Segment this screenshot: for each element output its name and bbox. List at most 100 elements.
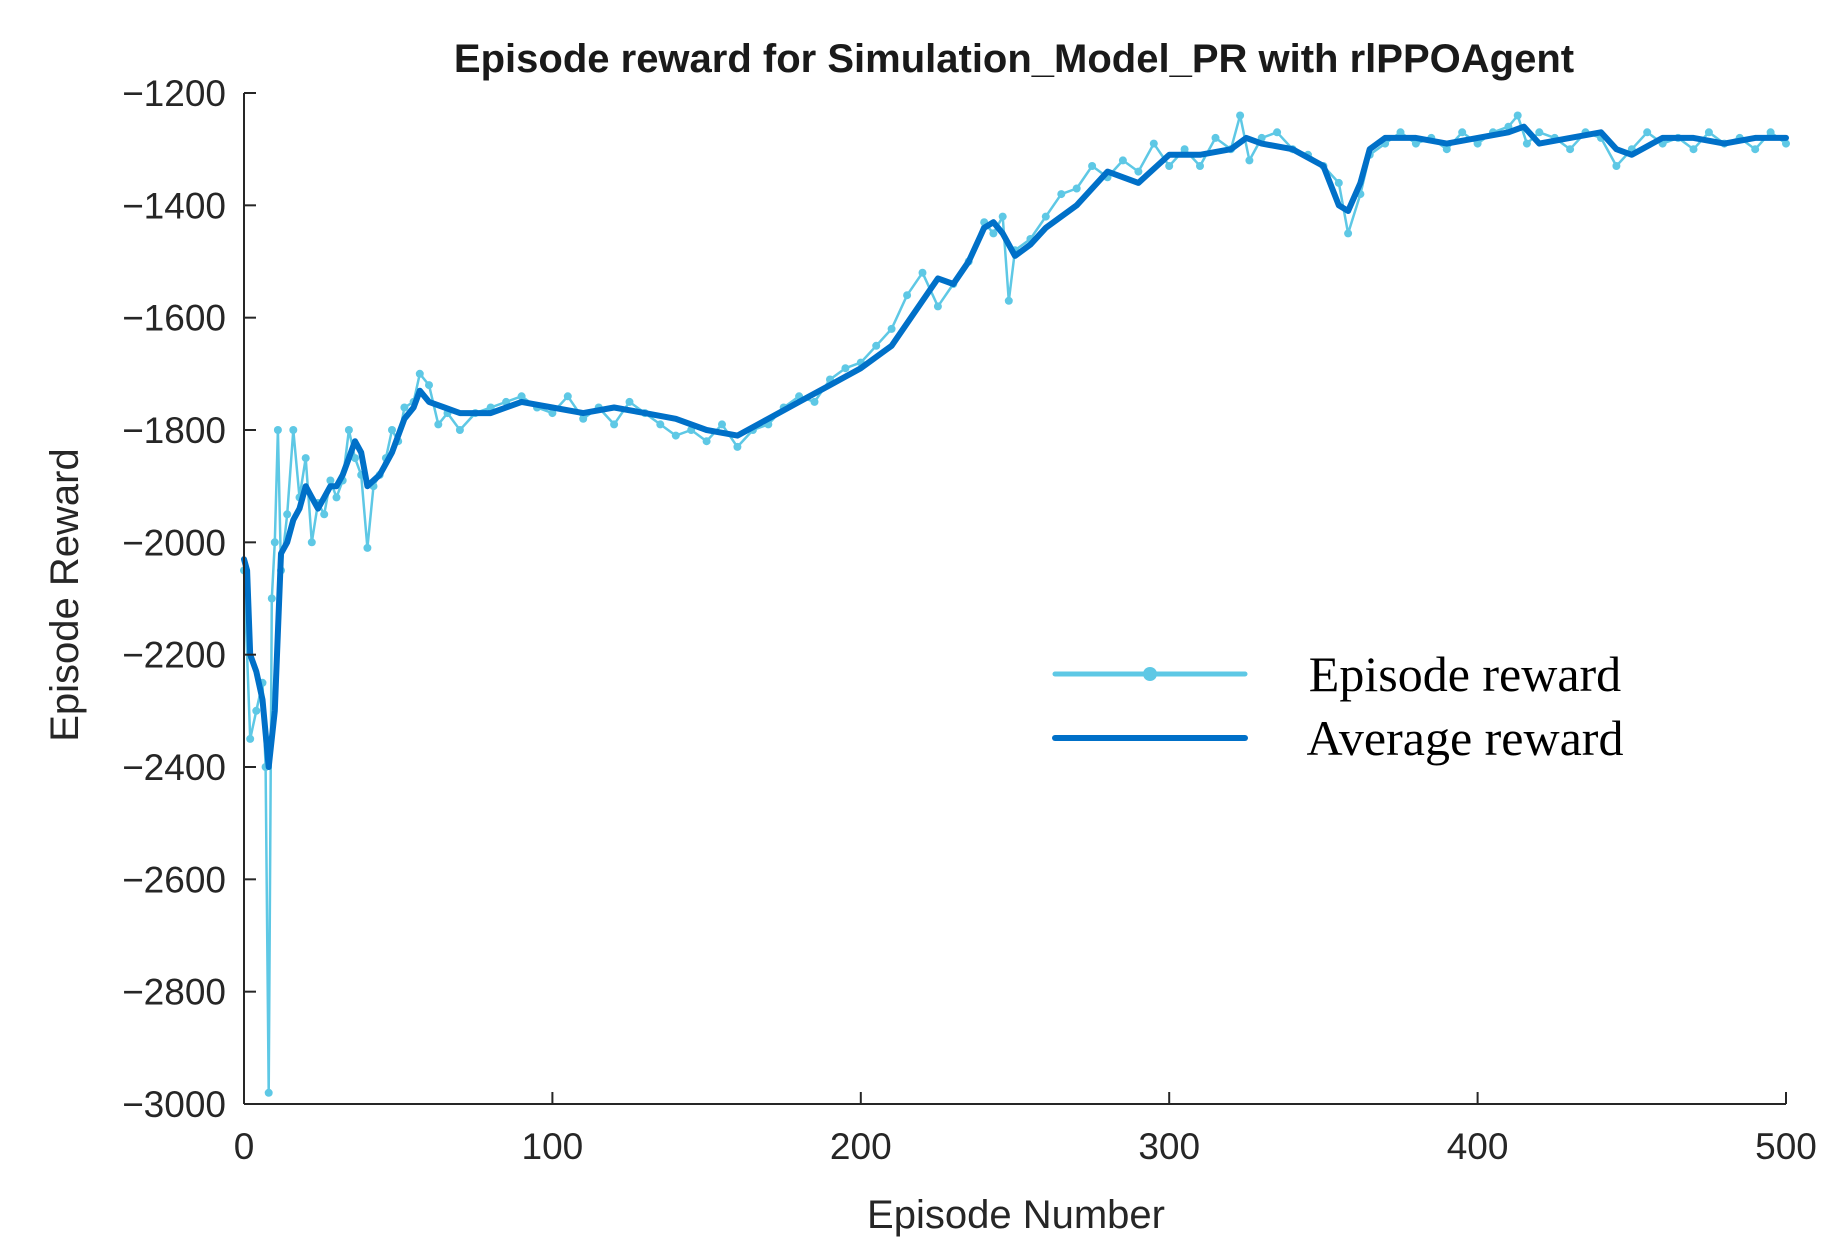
data-point — [1134, 167, 1143, 176]
legend-label: Episode reward — [1309, 646, 1621, 702]
y-tick-label: −1600 — [122, 298, 226, 339]
data-point — [610, 420, 619, 429]
y-tick-label: −1400 — [122, 185, 226, 226]
data-point — [810, 397, 819, 406]
data-point — [252, 706, 261, 715]
y-tick-label: −2200 — [122, 635, 226, 676]
legend-marker — [1143, 667, 1157, 681]
data-point — [671, 431, 680, 440]
data-point — [656, 420, 665, 429]
x-tick-label: 0 — [234, 1126, 255, 1167]
data-point — [455, 426, 464, 434]
data-point — [933, 302, 942, 311]
data-point — [1344, 229, 1353, 238]
data-point — [1072, 184, 1081, 193]
data-point — [989, 229, 998, 238]
data-point — [1566, 145, 1575, 154]
x-tick-label: 100 — [522, 1126, 584, 1167]
data-point — [1704, 128, 1713, 137]
data-point — [1396, 128, 1405, 137]
x-tick-label: 300 — [1138, 1126, 1200, 1167]
data-point — [1180, 145, 1189, 154]
data-point — [718, 420, 726, 429]
data-point — [344, 426, 353, 434]
data-point — [1643, 128, 1652, 137]
y-tick-label: −2600 — [122, 859, 226, 900]
data-point — [1088, 162, 1097, 170]
data-point — [1535, 128, 1544, 137]
data-point — [1442, 145, 1451, 154]
data-point — [320, 510, 329, 519]
x-tick-label: 200 — [830, 1126, 892, 1167]
legend: Episode reward Average reward — [1052, 646, 1624, 766]
data-point — [1522, 139, 1531, 148]
data-point — [1473, 139, 1482, 148]
data-point — [246, 734, 255, 743]
x-axis-label: Episode Number — [867, 1193, 1165, 1237]
data-point — [517, 392, 526, 401]
data-point — [918, 268, 927, 277]
series-line-average-reward — [241, 123, 1789, 770]
x-tick-label: 500 — [1755, 1126, 1817, 1167]
data-point — [1057, 190, 1066, 199]
legend-label: Average reward — [1307, 710, 1624, 766]
data-point — [400, 403, 409, 412]
data-point — [1211, 133, 1220, 142]
data-point — [903, 291, 912, 300]
data-point — [301, 454, 310, 463]
data-point — [425, 381, 433, 390]
data-point — [1782, 139, 1790, 148]
data-point — [283, 510, 292, 519]
data-point — [1165, 162, 1174, 170]
data-point — [1118, 156, 1127, 165]
data-point — [579, 414, 588, 423]
y-tick-label: −3000 — [122, 1084, 226, 1125]
data-point — [1689, 145, 1698, 154]
data-point — [326, 476, 335, 485]
y-axis-label: Episode Reward — [43, 448, 87, 742]
y-tick-label: −1800 — [122, 410, 226, 451]
data-point — [1513, 111, 1522, 120]
data-point — [363, 543, 372, 552]
data-point — [1236, 111, 1245, 120]
data-point — [264, 1088, 273, 1097]
data-point — [1612, 162, 1621, 170]
data-point — [267, 594, 276, 603]
data-point — [702, 437, 711, 446]
data-point — [270, 538, 279, 547]
data-point — [1149, 139, 1158, 148]
data-point — [1004, 296, 1013, 305]
data-point — [733, 442, 742, 451]
y-tick-label: −2000 — [122, 522, 226, 563]
data-point — [563, 392, 572, 401]
data-point — [1196, 162, 1204, 170]
data-point — [415, 369, 424, 378]
x-tick-label: 400 — [1447, 1126, 1509, 1167]
data-point — [998, 212, 1007, 221]
data-point — [1245, 156, 1254, 165]
axes: 0 100 200 300 400 500 −3000 −2800 −2600 −2400 −220… — [122, 73, 1817, 1167]
y-tick-label: −2400 — [122, 747, 226, 788]
data-point — [841, 364, 850, 373]
chart-title: Episode reward for Simulation_Model_PR w… — [454, 37, 1574, 81]
series-line-episode-reward — [242, 114, 1788, 1095]
data-point — [548, 409, 557, 418]
data-point — [872, 341, 881, 350]
data-point — [273, 426, 282, 434]
data-point — [332, 493, 341, 502]
plot-area — [240, 111, 1790, 1097]
data-point — [434, 420, 443, 429]
data-point — [307, 538, 316, 547]
data-point — [1041, 212, 1050, 221]
y-tick-label: −2800 — [122, 972, 226, 1013]
data-point — [1273, 128, 1282, 137]
data-point — [625, 397, 634, 406]
data-point — [1751, 145, 1760, 154]
y-tick-label: −1200 — [122, 73, 226, 114]
data-point — [351, 454, 359, 463]
data-point — [1766, 128, 1775, 137]
data-point — [388, 426, 396, 434]
data-point — [887, 324, 896, 333]
data-point — [1458, 128, 1467, 137]
